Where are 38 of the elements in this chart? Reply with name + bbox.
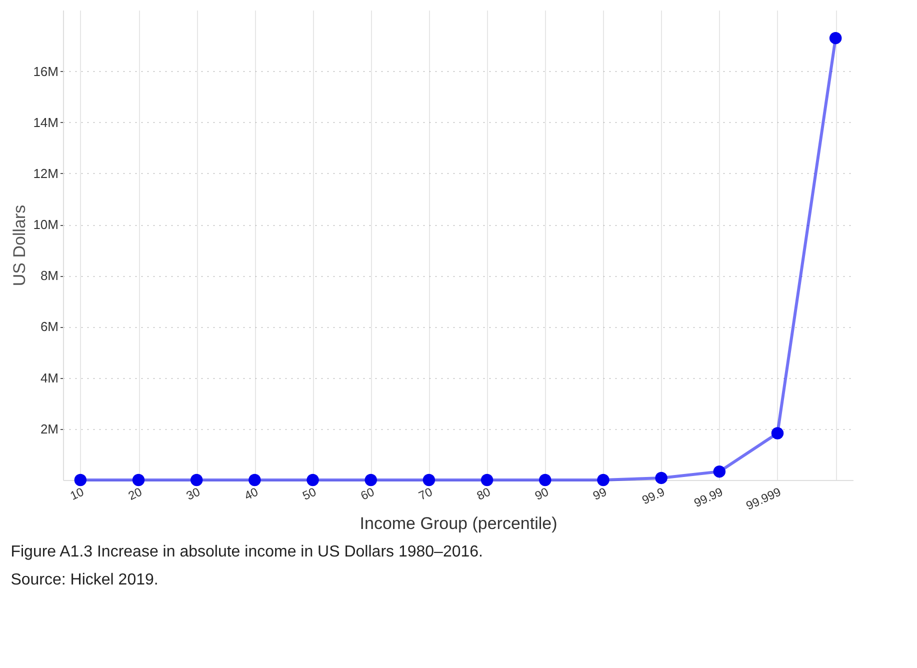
caption: Figure A1.3 Increase in absolute income in US Dollars 1980–2016.	[10, 543, 483, 560]
point	[713, 465, 726, 478]
point	[74, 474, 87, 486]
x-tick-label: 60	[358, 484, 377, 504]
source-note: Source: Hickel 2019.	[10, 571, 158, 588]
x-axis-title: Income Group (percentile)	[360, 514, 558, 533]
y-tick-label: 10M	[33, 217, 58, 232]
y-tick-label: 12M	[33, 166, 58, 181]
point	[480, 474, 494, 486]
point	[248, 474, 261, 486]
point	[655, 472, 668, 484]
point	[364, 474, 377, 486]
x-tick-label: 30	[184, 484, 202, 504]
x-tick-label: 70	[416, 484, 435, 504]
x-tick-label: 99.9	[640, 484, 668, 508]
x-tick-label: 10	[68, 484, 86, 504]
y-tick-label: 16M	[33, 64, 58, 79]
point	[771, 427, 784, 440]
x-tick-label: 20	[126, 484, 144, 504]
point	[597, 474, 610, 486]
point	[132, 474, 145, 486]
x-tick-label: 40	[242, 484, 261, 504]
x-tick-label: 99	[590, 484, 610, 504]
y-tick-label: 8M	[40, 268, 58, 284]
point	[829, 32, 842, 44]
x-tick-label: 80	[474, 484, 493, 504]
point	[422, 474, 436, 486]
y-axis-title: US Dollars	[10, 204, 30, 286]
point	[306, 474, 319, 486]
point	[539, 474, 552, 486]
x-tick-label: 99.99	[692, 484, 726, 510]
y-tick-label: 4M	[40, 370, 58, 386]
y-tick-label: 6M	[40, 319, 58, 334]
x-tick-label: 90	[532, 484, 551, 504]
point	[190, 474, 203, 486]
y-tick-label: 2M	[40, 421, 58, 436]
y-tick-label: 14M	[33, 114, 58, 130]
x-tick-label: 50	[300, 484, 319, 504]
